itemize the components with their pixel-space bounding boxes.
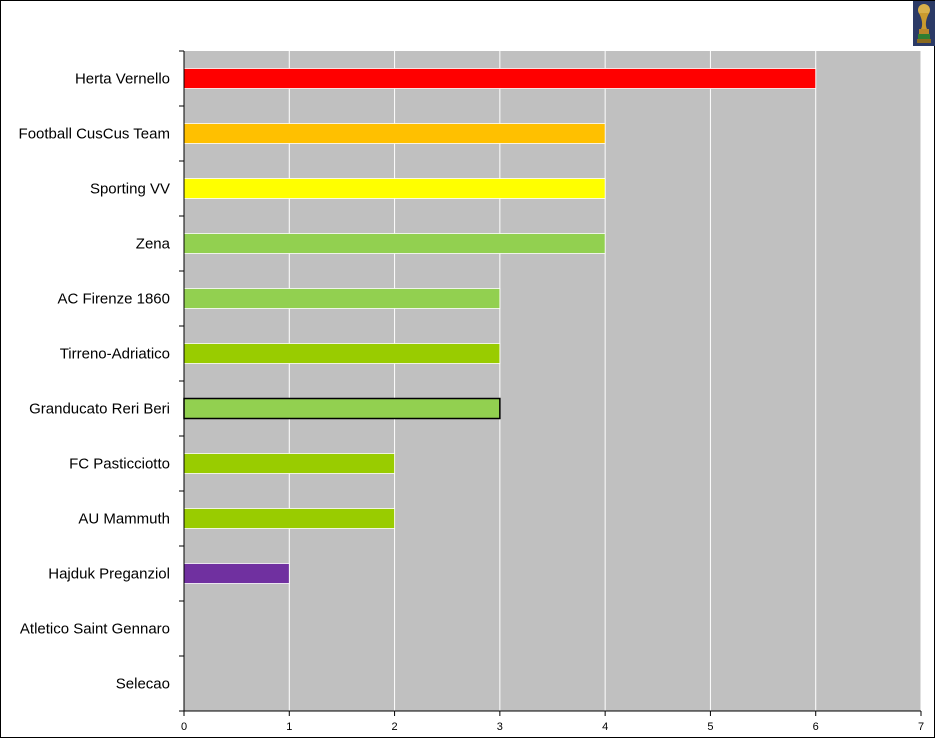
category-label: Football CusCus Team — [19, 126, 170, 143]
bar — [183, 397, 501, 420]
category-label: Tirreno-Adriatico — [60, 346, 170, 363]
bar — [183, 563, 290, 584]
x-tick-label: 5 — [707, 721, 713, 733]
category-label: Atletico Saint Gennaro — [20, 621, 170, 638]
category-label: Herta Vernello — [75, 71, 170, 88]
bar — [183, 178, 606, 199]
category-label: Granducato Reri Beri — [29, 401, 170, 418]
bar — [183, 508, 395, 529]
category-label: Zena — [136, 236, 171, 253]
grid-lines — [288, 51, 922, 711]
bar — [183, 123, 606, 144]
bar — [183, 343, 501, 364]
category-label: AC Firenze 1860 — [57, 291, 170, 308]
x-tick-label: 6 — [813, 721, 819, 733]
trophy-icon — [913, 1, 935, 46]
x-tick-label: 0 — [181, 721, 187, 733]
x-tick-label: 4 — [602, 721, 608, 733]
category-labels: Herta Vernello Football CusCus Team Sporti… — [19, 71, 171, 693]
category-label: AU Mammuth — [78, 511, 170, 528]
plot-area — [184, 51, 921, 711]
x-tick-labels: 0 1 2 3 4 5 6 7 — [181, 721, 924, 733]
bar — [183, 68, 817, 89]
bar — [183, 288, 501, 309]
bars — [183, 68, 817, 584]
category-label: Sporting VV — [90, 181, 170, 198]
x-tick-label: 2 — [392, 721, 398, 733]
category-label: Hajduk Preganziol — [48, 566, 170, 583]
bar — [183, 233, 606, 254]
axes — [179, 50, 922, 716]
category-label: Selecao — [116, 676, 170, 693]
x-tick-label: 7 — [918, 721, 924, 733]
x-tick-label: 3 — [497, 721, 503, 733]
bar — [183, 453, 395, 474]
x-tick-label: 1 — [286, 721, 292, 733]
category-label: FC Pasticciotto — [69, 456, 170, 473]
